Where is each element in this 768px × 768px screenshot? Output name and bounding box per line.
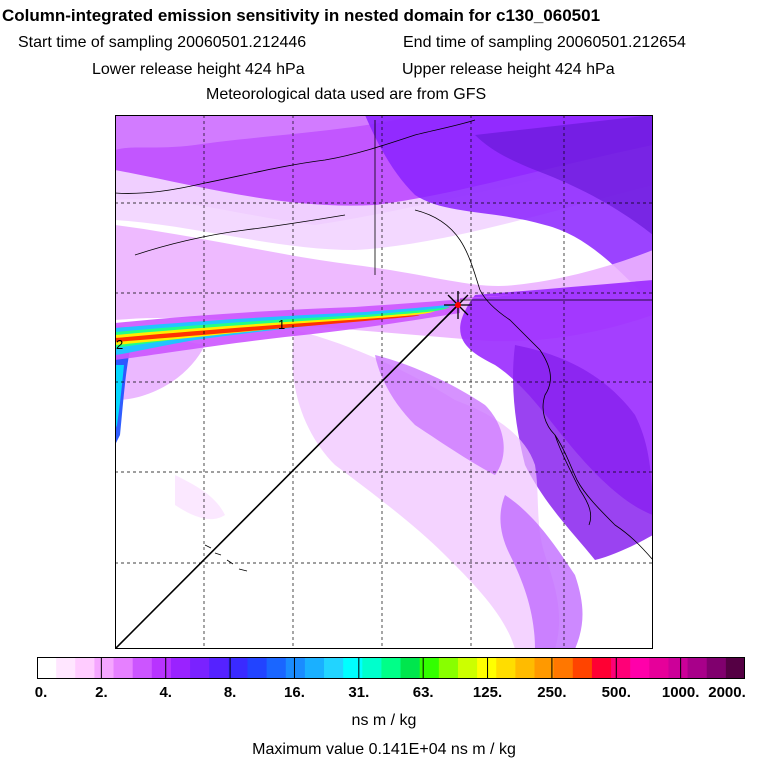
colorbar-swatch	[381, 657, 402, 679]
colorbar-swatch	[56, 657, 76, 679]
colorbar-swatch	[75, 657, 95, 679]
met-data-label: Meteorological data used are from GFS	[206, 86, 487, 103]
transect-line	[115, 304, 459, 649]
colorbar-tick-label: 2000.	[708, 684, 746, 701]
colorbar-tick-label: 4.	[159, 684, 172, 701]
colorbar-swatch	[725, 657, 745, 679]
colorbar-swatch	[496, 657, 516, 679]
colorbar-swatch	[113, 657, 134, 679]
colorbar-swatch	[706, 657, 727, 679]
upper-height-label: Upper release height 424 hPa	[402, 61, 615, 78]
colorbar-swatch	[457, 657, 478, 679]
colorbar-swatch	[94, 657, 115, 679]
colorbar-swatch	[477, 657, 497, 679]
colorbar-unit-label: ns m / kg	[351, 712, 417, 729]
colorbar-tick-label: 1000.	[661, 684, 700, 701]
plume	[115, 295, 515, 360]
colorbar-swatch	[170, 657, 191, 679]
colorbar-tick-label: 500.	[601, 684, 631, 701]
colorbar-swatch	[209, 657, 229, 679]
colorbar-tick-label: 16.	[284, 684, 305, 701]
sensitivity-map: 1 2	[115, 115, 653, 649]
colorbar-swatch	[687, 657, 708, 679]
colorbar-swatch	[247, 657, 268, 679]
colorbar-swatch	[611, 657, 631, 679]
plume-label-1: 1	[278, 317, 285, 332]
colorbar-swatch	[324, 657, 344, 679]
colorbar-swatch	[438, 657, 459, 679]
colorbar-swatch	[649, 657, 669, 679]
colorbar-swatch	[285, 657, 306, 679]
colorbar-tick-label: 250.	[537, 684, 567, 701]
colorbar-swatch	[572, 657, 593, 679]
plume-label-2: 2	[116, 337, 123, 352]
colorbar-swatch	[190, 657, 210, 679]
colorbar-swatch	[132, 657, 153, 679]
colorbar-swatch	[591, 657, 612, 679]
coastlines	[115, 119, 653, 572]
colorbar-swatch	[228, 657, 248, 679]
colorbar-tick-label: 63.	[412, 684, 434, 701]
start-time-label: Start time of sampling 20060501.212446	[18, 34, 307, 51]
sensitivity-field	[115, 115, 653, 649]
colorbar-tick-label: 0.	[34, 684, 48, 701]
colorbar-tick-label: 2.	[95, 684, 108, 701]
maximum-value-label: Maximum value 0.141E+04 ns m / kg	[252, 741, 516, 758]
colorbar-swatch	[630, 657, 650, 679]
colorbar-swatch	[362, 657, 382, 679]
colorbar-tick-label: 8.	[223, 684, 237, 701]
colorbar-swatch	[668, 657, 689, 679]
map-border	[115, 115, 653, 649]
colorbar-border	[37, 657, 745, 679]
colorbar	[37, 657, 745, 679]
colorbar-tick-label: 125.	[472, 684, 503, 701]
colorbar-tick-label: 31.	[348, 684, 370, 701]
figure-title: Column-integrated emission sensitivity i…	[2, 6, 601, 25]
end-time-label: End time of sampling 20060501.212654	[403, 34, 686, 51]
colorbar-swatch	[343, 657, 363, 679]
release-point-marker	[444, 291, 472, 319]
colorbar-swatch	[553, 657, 574, 679]
colorbar-swatch	[515, 657, 536, 679]
colorbar-swatch	[151, 657, 172, 679]
colorbar-swatch	[534, 657, 555, 679]
colorbar-swatch	[400, 657, 421, 679]
colorbar-swatch	[304, 657, 325, 679]
lower-height-label: Lower release height 424 hPa	[92, 61, 305, 78]
colorbar-swatch	[37, 657, 57, 679]
colorbar-swatch	[419, 657, 440, 679]
colorbar-swatch	[266, 657, 287, 679]
